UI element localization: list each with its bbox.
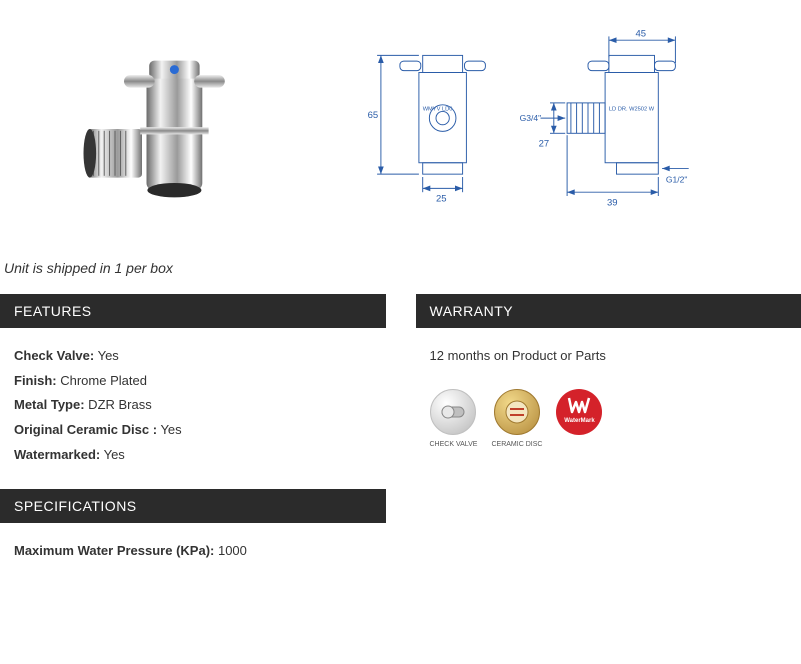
- spec-row: Maximum Water Pressure (KPa): 1000: [14, 539, 372, 564]
- feature-value: Yes: [94, 348, 119, 363]
- feature-label: Finish:: [14, 373, 57, 388]
- technical-drawing: WMYV LD0 65 25: [320, 20, 741, 220]
- watermark-icon: WaterMark: [556, 389, 602, 435]
- feature-value: Chrome Plated: [57, 373, 147, 388]
- feature-row: Metal Type: DZR Brass: [14, 393, 372, 418]
- spec-label: Maximum Water Pressure (KPa):: [14, 543, 214, 558]
- feature-row: Check Valve: Yes: [14, 344, 372, 369]
- image-row: WMYV LD0 65 25: [0, 0, 801, 260]
- left-column: FEATURES Check Valve: Yes Finish: Chrome…: [0, 294, 386, 586]
- svg-text:WMYV LD0: WMYV LD0: [422, 107, 452, 113]
- svg-text:39: 39: [607, 198, 618, 209]
- feature-value: Yes: [157, 422, 182, 437]
- svg-text:27: 27: [538, 139, 549, 150]
- badge-label: WaterMark: [564, 416, 594, 427]
- warranty-text: 12 months on Product or Parts: [430, 344, 788, 369]
- feature-row: Original Ceramic Disc : Yes: [14, 418, 372, 443]
- svg-text:65: 65: [367, 110, 378, 121]
- badge-label: CERAMIC DISC: [491, 438, 542, 451]
- spec-value: 1000: [214, 543, 247, 558]
- feature-row: Watermarked: Yes: [14, 443, 372, 468]
- feature-label: Metal Type:: [14, 397, 85, 412]
- specifications-header: SPECIFICATIONS: [0, 489, 386, 523]
- right-column: WARRANTY 12 months on Product or Parts C…: [416, 294, 801, 586]
- badge-row: CHECK VALVE CERAMIC DISC: [430, 389, 788, 451]
- feature-label: Watermarked:: [14, 447, 100, 462]
- check-valve-badge: CHECK VALVE: [430, 389, 478, 451]
- feature-label: Original Ceramic Disc :: [14, 422, 157, 437]
- feature-row: Finish: Chrome Plated: [14, 369, 372, 394]
- feature-value: Yes: [100, 447, 125, 462]
- check-valve-icon: [430, 389, 476, 435]
- features-header: FEATURES: [0, 294, 386, 328]
- feature-value: DZR Brass: [85, 397, 152, 412]
- svg-text:45: 45: [635, 28, 646, 39]
- svg-text:LD DR. W2502 W: LD DR. W2502 W: [608, 107, 654, 113]
- product-photo: [60, 20, 260, 220]
- ceramic-disc-badge: CERAMIC DISC: [491, 389, 542, 451]
- svg-text:25: 25: [436, 194, 447, 205]
- features-body: Check Valve: Yes Finish: Chrome Plated M…: [0, 344, 386, 489]
- feature-label: Check Valve:: [14, 348, 94, 363]
- svg-text:G1/2": G1/2": [665, 175, 687, 185]
- shipping-note: Unit is shipped in 1 per box: [0, 260, 801, 294]
- badge-label: CHECK VALVE: [430, 438, 478, 451]
- svg-text:G3/4": G3/4": [519, 113, 541, 123]
- warranty-header: WARRANTY: [416, 294, 801, 328]
- warranty-body: 12 months on Product or Parts CHECK VALV…: [416, 344, 801, 473]
- ceramic-disc-icon: [494, 389, 540, 435]
- specifications-body: Maximum Water Pressure (KPa): 1000: [0, 539, 386, 586]
- watermark-badge: WaterMark: [556, 389, 602, 435]
